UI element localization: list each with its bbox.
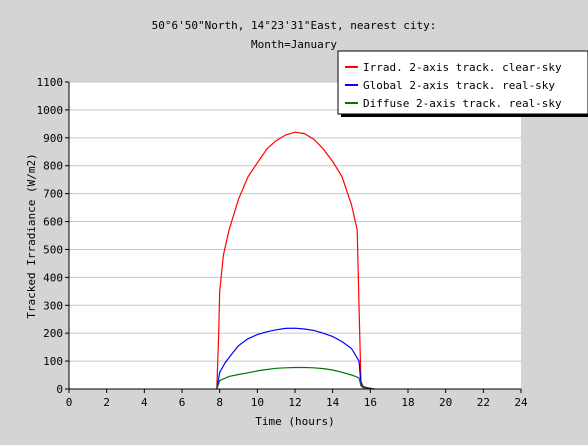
x-tick-label: 18	[401, 396, 414, 409]
y-tick-label: 500	[43, 243, 63, 256]
y-tick-label: 400	[43, 271, 63, 284]
legend-items: Irrad. 2-axis track. clear-sky Global 2-a…	[345, 61, 562, 110]
y-tick-label: 300	[43, 299, 63, 312]
x-ticks: 0 2 4 6 8 10 12 14 16 18 20 22 24	[66, 389, 528, 409]
legend-box	[337, 50, 588, 115]
x-tick-label: 8	[216, 396, 223, 409]
y-tick-label: 800	[43, 160, 63, 173]
x-tick-label: 14	[326, 396, 340, 409]
chart-title-line-1: 50°6'50"North, 14°23'31"East, nearest ci…	[152, 19, 437, 32]
y-tick-label: 600	[43, 216, 63, 229]
chart-title-line-2: Month=January	[251, 38, 337, 51]
y-tick-label: 700	[43, 188, 63, 201]
x-tick-label: 10	[251, 396, 264, 409]
x-tick-label: 12	[288, 396, 301, 409]
x-tick-label: 2	[103, 396, 110, 409]
legend: Irrad. 2-axis track. clear-sky Global 2-a…	[337, 50, 588, 117]
x-tick-label: 0	[66, 396, 73, 409]
x-tick-label: 24	[514, 396, 528, 409]
legend-label: Diffuse 2-axis track. real-sky	[363, 97, 562, 110]
x-tick-label: 22	[477, 396, 490, 409]
plot-area	[69, 82, 521, 389]
x-tick-label: 20	[439, 396, 452, 409]
legend-label: Global 2-axis track. real-sky	[363, 79, 555, 92]
series-line-2	[216, 366, 375, 390]
y-ticks: 0 100 200 300 400 500 600 700 800 900 1000 1100	[37, 76, 69, 396]
y-tick-label: 200	[43, 327, 63, 340]
y-tick-label: 1000	[37, 104, 64, 117]
series-group	[216, 131, 375, 390]
legend-label: Irrad. 2-axis track. clear-sky	[363, 61, 562, 74]
x-tick-label: 16	[364, 396, 377, 409]
x-axis-label: Time (hours)	[255, 415, 334, 428]
y-tick-label: 100	[43, 355, 63, 368]
y-tick-label: 0	[56, 383, 63, 396]
x-tick-label: 4	[141, 396, 148, 409]
y-tick-label: 900	[43, 132, 63, 145]
y-tick-label: 1100	[37, 76, 64, 89]
series-line-1	[216, 327, 375, 390]
y-axis-label: Tracked Irradiance (W/m2)	[25, 153, 38, 319]
x-tick-label: 6	[179, 396, 186, 409]
